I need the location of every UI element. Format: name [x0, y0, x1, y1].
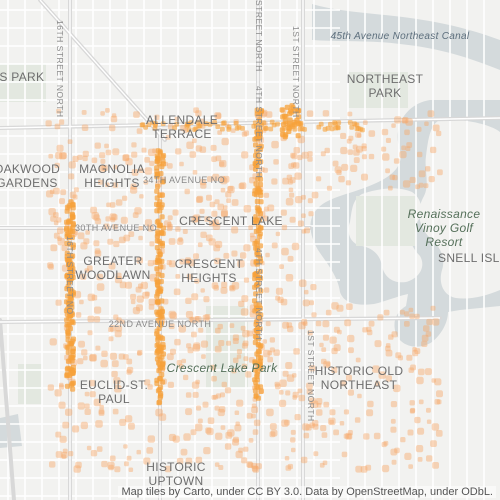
label-northeast-park-line2: PARK: [368, 86, 402, 100]
label-historic-uptown-line1: HISTORIC: [146, 460, 206, 474]
label-crescent-lake: CRESCENT LAKE: [179, 214, 283, 228]
label-1st-street-mid: 1ST STREET NORTH: [306, 330, 316, 422]
label-crescent-heights-line2: HEIGHTS: [181, 271, 237, 285]
label-crescent-heights-line1: CRESCENT: [174, 257, 244, 271]
road-west-curve: [0, 318, 16, 500]
label-euclid-st-paul-line1: EUCLID-ST.: [79, 378, 149, 392]
label-golf-line1: Renaissance: [407, 207, 481, 221]
label-45th-avenue-canal: 45th Avenue Northeast Canal: [330, 31, 470, 42]
label-golf-line2: Vinoy Golf: [414, 221, 474, 235]
label-magnolia-line1: MAGNOLIA: [79, 162, 145, 176]
heat-overlay: [45, 103, 443, 473]
label-historic-uptown-line2: UPTOWN: [148, 474, 204, 488]
label-is-park: IS PARK: [0, 70, 45, 84]
golf-area: [356, 196, 416, 246]
label-1st-street-top: 1ST STREET NORTH: [291, 26, 301, 118]
label-historic-old-ne-line2: NORTHEAST: [320, 378, 398, 392]
label-golf-line3: Resort: [425, 235, 463, 249]
label-22nd-avenue: 22ND AVENUE NORTH: [108, 319, 212, 329]
label-4th-street-top: 4TH STREET NORTH: [254, 86, 264, 179]
snell-isle: [419, 119, 500, 299]
label-euclid-st-paul-line2: PAUL: [98, 392, 130, 406]
label-historic-old-ne-line1: HISTORIC OLD: [314, 364, 404, 378]
label-greater-woodlawn-line2: WOODLAWN: [75, 268, 151, 282]
label-16th-street-top: 16TH STREET NORTH: [55, 20, 65, 118]
label-16th-street-mid: 16TH STREET NO: [65, 236, 75, 315]
label-greater-woodlawn-line1: GREATER: [83, 254, 143, 268]
label-34th-avenue: 34TH AVENUE NO: [143, 175, 225, 185]
label-northeast-park-line1: NORTHEAST: [346, 72, 424, 86]
map-attribution[interactable]: Map tiles by Carto, under CC BY 3.0. Dat…: [118, 486, 496, 498]
label-street-north-top: STREET NORTH: [254, 0, 264, 72]
label-oakwood-line1: OAKWOOD: [0, 162, 61, 176]
label-allendale-line2: TERRACE: [152, 127, 212, 141]
label-snell-isle: SNELL ISLE: [438, 251, 500, 265]
street-grid: [0, 0, 485, 500]
northeast-park-area: [348, 72, 408, 108]
label-allendale-line1: ALLENDALE: [145, 113, 219, 127]
label-crescent-lake-park: Crescent Lake Park: [166, 361, 278, 375]
pond-nw: [0, 414, 22, 448]
label-oakwood-line2: GARDENS: [0, 176, 58, 190]
label-4th-street-mid: 4TH STREET NORTH: [254, 248, 264, 341]
label-magnolia-line2: HEIGHTS: [84, 176, 140, 190]
label-30th-avenue: 30TH AVENUE NO: [75, 223, 157, 233]
canal-water: [312, 4, 500, 70]
